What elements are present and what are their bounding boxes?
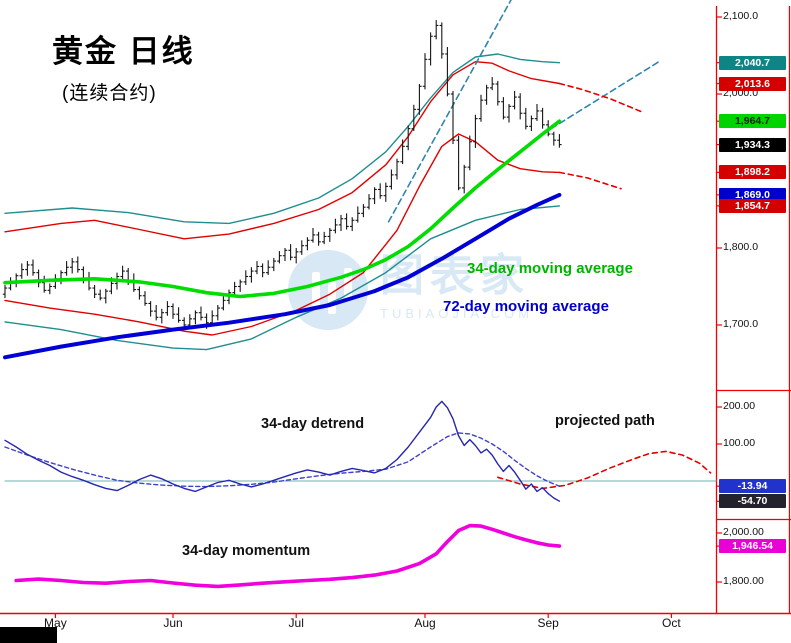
- series-detrend-smoothed: [4, 432, 561, 488]
- series-ma-34-day: [3, 119, 562, 299]
- series-detrend-projected-path: [496, 450, 712, 490]
- detrend-label: 200.00: [723, 400, 756, 412]
- series-outer-band-lower: [4, 205, 561, 351]
- badge-detrend-smoothed: -13.94: [719, 479, 786, 494]
- badge-upper-inner-band: 2,013.6: [719, 76, 786, 91]
- series-momentum-line: [14, 523, 562, 589]
- price-label: 2,100.0: [723, 10, 759, 22]
- badge-last-price: 1,934.3: [719, 137, 786, 152]
- series-trendline-upper-right: [550, 60, 662, 130]
- series-inner-band-lower: [4, 133, 561, 336]
- badge-ma34-value: 1,964.7: [719, 114, 786, 129]
- month-label: Aug: [414, 616, 436, 630]
- series-projected-band-upper: [558, 82, 645, 114]
- month-label: May: [44, 616, 67, 630]
- price-label: 1,700.0: [723, 318, 759, 330]
- candlesticks: [2, 20, 562, 329]
- momentum-label: 2,000.00: [723, 526, 764, 538]
- badge-lower-outer-band: 1,854.7: [719, 198, 786, 213]
- chart-title: 黄金 日线: [52, 34, 195, 69]
- chart-subtitle: (连续合约): [62, 83, 157, 104]
- detrend-annotation: 34-day detrend: [261, 416, 365, 432]
- axis-frame: [0, 6, 791, 618]
- series-ma-72-day: [3, 192, 562, 360]
- series-projected-band-lower: [558, 171, 622, 190]
- ma34-annotation: 34-day moving average: [467, 260, 633, 277]
- badge-momentum-last: 1,946.54: [719, 539, 786, 554]
- month-label: Oct: [662, 616, 681, 630]
- price-label: 1,800.0: [723, 241, 759, 253]
- momentum-label: 1,800.00: [723, 575, 764, 587]
- series-outer-band-upper: [4, 53, 561, 225]
- series-trendline-steep: [387, 0, 512, 223]
- bottom-left-black-bar: [0, 627, 57, 643]
- badge-upper-outer-band: 2,040.7: [719, 55, 786, 70]
- ma-series: [3, 119, 562, 360]
- series-inner-band-upper: [4, 61, 561, 240]
- momentum-annotation: 34-day momentum: [182, 543, 311, 559]
- series-detrend-line: [4, 400, 561, 502]
- detrend-label: 100.00: [723, 437, 756, 449]
- badge-ma72-value: 1,869.0: [719, 187, 786, 202]
- badge-detrend-last: -54.70: [719, 494, 786, 509]
- ma72-annotation: 72-day moving average: [443, 298, 609, 315]
- month-label: Sep: [537, 616, 559, 630]
- projected-path-annotation: projected path: [555, 413, 655, 429]
- month-label: Jun: [163, 616, 183, 630]
- badge-lower-inner-band: 1,898.2: [719, 165, 786, 180]
- band-series: [4, 0, 717, 589]
- month-label: Jul: [288, 616, 304, 630]
